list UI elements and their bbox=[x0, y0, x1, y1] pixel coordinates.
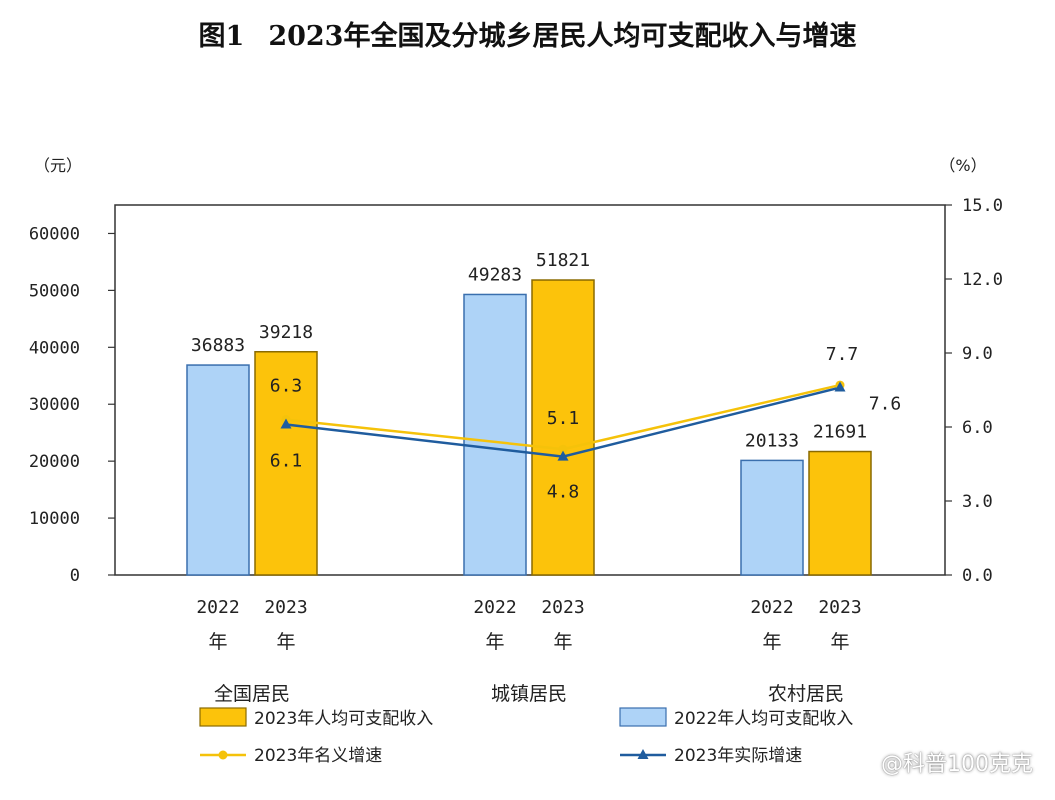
bar-value-label: 21691 bbox=[813, 422, 867, 443]
chart-title-prefix: 图1 bbox=[198, 21, 245, 52]
real-growth-point bbox=[557, 450, 569, 461]
x-year-label: 2022 bbox=[196, 597, 239, 618]
bar-2023 bbox=[808, 450, 872, 576]
bar-value-label: 51821 bbox=[536, 250, 590, 271]
legend-swatch-income-2023 bbox=[199, 707, 247, 727]
x-year-suffix: 年 bbox=[276, 631, 295, 653]
x-year-suffix: 年 bbox=[485, 631, 504, 653]
nominal-growth-point bbox=[558, 444, 568, 454]
x-year-suffix: 年 bbox=[762, 631, 781, 653]
nominal-growth-label: 6.3 bbox=[270, 376, 303, 397]
x-year-suffix: 年 bbox=[830, 631, 849, 653]
y-right-tick-label: 9.0 bbox=[962, 344, 993, 364]
chart-title-text: 2023年全国及分城乡居民人均可支配收入与增速 bbox=[268, 21, 857, 52]
plot-frame bbox=[114, 204, 946, 576]
category-label: 农村居民 bbox=[768, 683, 844, 705]
y-left-unit: （元） bbox=[34, 156, 82, 175]
real-growth-point bbox=[834, 381, 846, 392]
x-year-label: 2023 bbox=[818, 597, 861, 618]
real-growth-label: 7.6 bbox=[869, 394, 902, 415]
bar-2023 bbox=[531, 279, 595, 576]
y-right-tick-label: 12.0 bbox=[962, 270, 1003, 290]
bar-value-label: 49283 bbox=[468, 264, 522, 285]
legend-label-income-2022: 2022年人均可支配收入 bbox=[674, 709, 853, 729]
bar-value-label: 20133 bbox=[745, 430, 799, 451]
y-right-tick-label: 6.0 bbox=[962, 418, 993, 438]
x-year-label: 2022 bbox=[750, 597, 793, 618]
watermark: @科普100克克 bbox=[881, 752, 1033, 777]
legend-marker-nominal bbox=[218, 750, 228, 760]
x-year-label: 2023 bbox=[264, 597, 307, 618]
real-growth-label: 4.8 bbox=[547, 482, 580, 503]
bar-2022 bbox=[186, 364, 250, 576]
bar-value-label: 39218 bbox=[259, 322, 313, 343]
chart-title: 图1 2023年全国及分城乡居民人均可支配收入与增速 bbox=[0, 14, 1055, 53]
y-right-unit: （%） bbox=[939, 156, 986, 175]
bar-2022 bbox=[740, 459, 804, 576]
y-left-tick-label: 20000 bbox=[29, 452, 80, 472]
legend-marker-real bbox=[637, 749, 649, 759]
real-growth-label: 6.1 bbox=[270, 451, 303, 472]
bar-2023 bbox=[254, 351, 318, 576]
x-year-label: 2022 bbox=[473, 597, 516, 618]
nominal-growth-label: 5.1 bbox=[547, 408, 580, 429]
legend-swatch-income-2022 bbox=[619, 707, 667, 727]
bar-2022 bbox=[463, 293, 527, 576]
category-label: 全国居民 bbox=[214, 683, 290, 705]
y-right-tick-label: 15.0 bbox=[962, 196, 1003, 216]
x-year-label: 2023 bbox=[541, 597, 584, 618]
y-right-tick-label: 3.0 bbox=[962, 492, 993, 512]
y-left-tick-label: 50000 bbox=[29, 281, 80, 301]
category-label: 城镇居民 bbox=[491, 683, 567, 705]
nominal-growth-label: 7.7 bbox=[826, 344, 859, 365]
y-left-tick-label: 40000 bbox=[29, 338, 80, 358]
bar-value-label: 36883 bbox=[191, 335, 245, 356]
y-right-tick-label: 0.0 bbox=[962, 566, 993, 586]
legend-label-real: 2023年实际增速 bbox=[674, 746, 802, 766]
legend-label-nominal: 2023年名义增速 bbox=[254, 746, 382, 766]
x-year-suffix: 年 bbox=[208, 631, 227, 653]
y-left-tick-label: 30000 bbox=[29, 395, 80, 415]
x-year-suffix: 年 bbox=[553, 631, 572, 653]
legend-label-income-2023: 2023年人均可支配收入 bbox=[254, 709, 433, 729]
y-left-tick-label: 0 bbox=[70, 566, 80, 586]
real-growth-point bbox=[280, 418, 292, 429]
y-left-tick-label: 60000 bbox=[29, 224, 80, 244]
y-left-tick-label: 10000 bbox=[29, 509, 80, 529]
